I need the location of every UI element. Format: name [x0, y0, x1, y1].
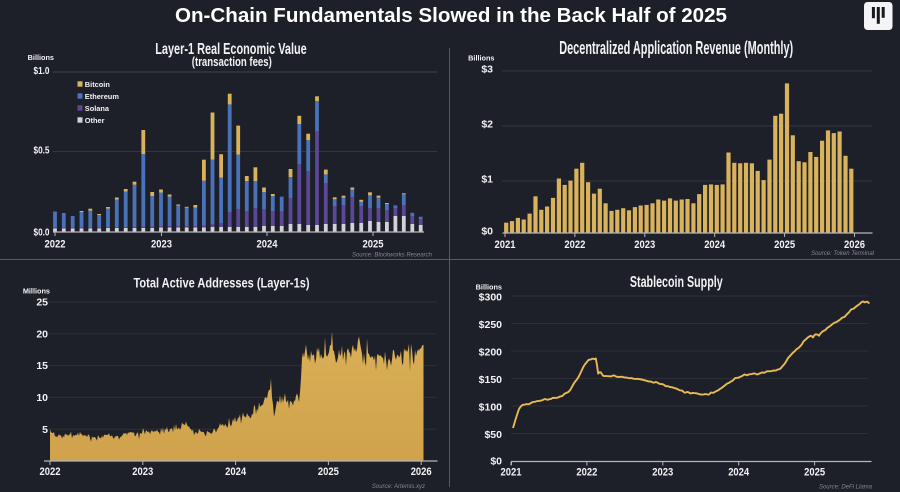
svg-text:$0: $0 — [481, 226, 493, 238]
svg-text:$150: $150 — [479, 374, 503, 386]
svg-text:15: 15 — [36, 360, 48, 372]
svg-text:2026: 2026 — [411, 466, 432, 478]
svg-text:2021: 2021 — [495, 239, 516, 251]
svg-text:Ethereum: Ethereum — [85, 92, 120, 101]
svg-text:2023: 2023 — [132, 466, 153, 478]
svg-text:(transaction fees): (transaction fees) — [192, 55, 272, 69]
svg-text:$250: $250 — [479, 319, 503, 331]
svg-text:Stablecoin Supply: Stablecoin Supply — [630, 274, 723, 291]
svg-text:20: 20 — [36, 328, 48, 340]
svg-text:Source: Token Terminal: Source: Token Terminal — [811, 251, 875, 257]
svg-text:On-Chain Fundamentals Slowed i: On-Chain Fundamentals Slowed in the Back… — [175, 5, 727, 27]
svg-text:$50: $50 — [484, 429, 502, 441]
svg-text:2025: 2025 — [804, 467, 825, 479]
svg-text:$200: $200 — [479, 346, 503, 358]
svg-text:10: 10 — [36, 392, 48, 404]
svg-text:$0.0: $0.0 — [34, 226, 50, 238]
svg-text:Billions: Billions — [468, 54, 494, 63]
svg-text:$2: $2 — [481, 119, 493, 131]
svg-text:2023: 2023 — [634, 239, 655, 251]
svg-text:$300: $300 — [479, 291, 503, 303]
svg-text:2026: 2026 — [844, 239, 865, 251]
svg-text:2025: 2025 — [363, 239, 384, 251]
svg-text:2025: 2025 — [774, 239, 795, 251]
svg-text:2022: 2022 — [45, 239, 66, 251]
svg-text:$100: $100 — [479, 401, 503, 413]
svg-text:Solana: Solana — [85, 104, 110, 113]
svg-text:$3: $3 — [481, 64, 493, 76]
svg-text:2024: 2024 — [257, 239, 279, 251]
svg-text:Other: Other — [85, 116, 105, 125]
svg-text:Millions: Millions — [23, 287, 50, 296]
svg-text:Layer-1 Real Economic Value: Layer-1 Real Economic Value — [155, 41, 307, 58]
svg-text:$1.0: $1.0 — [34, 65, 50, 77]
svg-text:2021: 2021 — [501, 467, 522, 479]
svg-text:2022: 2022 — [564, 239, 585, 251]
svg-text:Bitcoin: Bitcoin — [85, 80, 111, 89]
svg-text:$1: $1 — [481, 174, 493, 186]
svg-text:Source: DeFi Llama: Source: DeFi Llama — [819, 485, 873, 491]
svg-text:2023: 2023 — [652, 467, 673, 479]
svg-text:Total Active Addresses (Layer-: Total Active Addresses (Layer-1s) — [134, 276, 310, 292]
svg-text:Decentralized Application Reve: Decentralized Application Revenue (Month… — [559, 38, 793, 58]
svg-text:Billions: Billions — [476, 283, 502, 292]
svg-text:Billions: Billions — [28, 53, 54, 62]
svg-text:2023: 2023 — [151, 239, 172, 251]
svg-text:2022: 2022 — [40, 466, 61, 478]
svg-text:Source: Artemis.xyz: Source: Artemis.xyz — [372, 484, 425, 490]
svg-text:$0: $0 — [490, 456, 502, 468]
svg-text:2022: 2022 — [576, 467, 597, 479]
svg-text:Source: Blockworks Research: Source: Blockworks Research — [352, 253, 433, 259]
svg-text:2024: 2024 — [704, 239, 726, 251]
svg-text:2024: 2024 — [225, 466, 247, 478]
svg-text:2025: 2025 — [318, 466, 339, 478]
svg-text:$0.5: $0.5 — [34, 145, 50, 157]
svg-text:5: 5 — [42, 424, 48, 436]
svg-text:25: 25 — [36, 297, 48, 309]
svg-text:2024: 2024 — [728, 467, 750, 479]
